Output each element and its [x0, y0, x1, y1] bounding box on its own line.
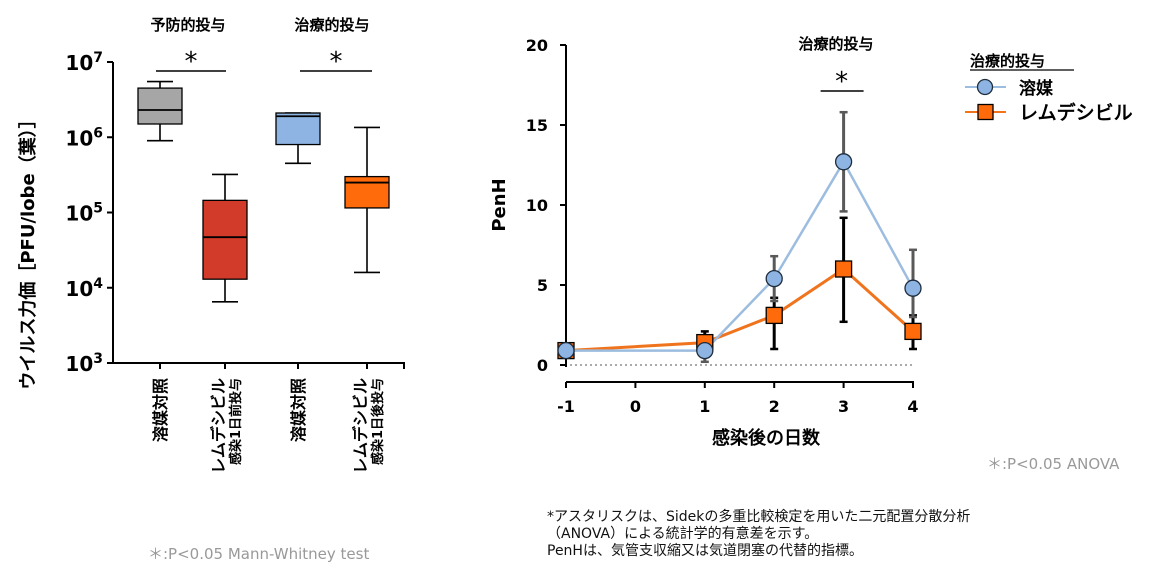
y-tick-label: 106	[65, 125, 103, 150]
group-title: 予防的投与	[150, 16, 225, 34]
data-point-vehicle	[696, 341, 714, 360]
x-tick-label: 0	[630, 397, 641, 416]
data-point-remdesivir	[904, 322, 922, 341]
box-iqr	[275, 112, 321, 146]
y-tick-label: 10	[526, 196, 548, 215]
x-category-label: 感染1日前投与	[228, 378, 244, 465]
significance-mark: *	[185, 47, 198, 77]
y-axis-label: PenH	[489, 178, 510, 231]
x-tick-label: 2	[769, 397, 780, 416]
right-footnote: ＊:P<0.05 ANOVA	[987, 455, 1120, 473]
left-footnote: ＊:P<0.05 Mann-Whitney test	[148, 545, 370, 563]
note-line: PenHは、気管支収縮又は気道閉塞の代替的指標。	[547, 543, 863, 559]
x-category-label: レムデシビル	[209, 378, 228, 474]
x-tick-label: -1	[557, 397, 575, 416]
x-tick-label: 4	[907, 397, 918, 416]
x-category-label: レムデシビル	[351, 378, 370, 474]
significance-mark: *	[330, 47, 343, 77]
x-category-label: 感染1日後投与	[370, 378, 386, 465]
y-tick-label: 20	[526, 36, 548, 55]
legend-label: 溶媒	[1019, 78, 1054, 99]
x-axis-label: 感染後の日数	[712, 427, 821, 449]
box-iqr	[344, 175, 390, 209]
data-point-vehicle	[834, 153, 853, 171]
box-iqr	[137, 87, 183, 125]
note-line: *アスタリスクは、Sidekの多重比較検定を用いた二元配置分散分析	[547, 509, 971, 525]
significance-mark: *	[835, 67, 848, 97]
x-category-label: 溶媒対照	[151, 378, 170, 442]
y-axis-label: ウイルス力価［PFU/lobe（葉）］	[17, 110, 39, 389]
line-chart: 治療的投与 PenH 感染後の日数 0 5 10 15 20 -1 0 1 2 3 4 * 治療的…	[489, 35, 1133, 449]
box-4	[344, 126, 390, 274]
y-tick-label: 5	[537, 276, 548, 295]
series-line-remdesivir	[565, 267, 915, 353]
legend-label: レムデシビル	[1019, 101, 1133, 124]
y-tick-label: 15	[526, 116, 548, 135]
y-tick-label: 105	[65, 201, 103, 226]
box-3	[275, 112, 321, 165]
data-point-vehicle	[904, 279, 922, 297]
y-tick-label: 103	[65, 351, 103, 376]
data-point-remdesivir	[834, 260, 853, 278]
x-tick-label: 3	[838, 397, 849, 416]
data-point-remdesivir	[765, 306, 783, 325]
box-1	[137, 80, 183, 142]
y-tick-label: 107	[65, 50, 103, 75]
data-point-vehicle	[557, 341, 575, 360]
method-note: *アスタリスクは、Sidekの多重比較検定を用いた二元配置分散分析 （ANOVA…	[547, 509, 970, 560]
boxplot-chart: ウイルス力価［PFU/lobe（葉）］ 103 104 105 106 107 予防的投…	[17, 16, 405, 474]
legend-marker-circle	[976, 78, 994, 96]
legend-marker-square	[977, 103, 994, 121]
y-tick-label: 0	[537, 356, 548, 375]
box-2	[202, 173, 248, 303]
chart-title: 治療的投与	[798, 35, 873, 53]
box-iqr	[202, 199, 248, 280]
data-point-vehicle	[765, 269, 783, 288]
x-category-label: 溶媒対照	[289, 378, 308, 442]
series-line-vehicle	[566, 159, 915, 352]
note-line: （ANOVA）による統計学的有意差を示す。	[547, 526, 819, 542]
legend-title: 治療的投与	[970, 52, 1045, 70]
x-tick-label: 1	[699, 397, 710, 416]
group-title: 治療的投与	[294, 16, 369, 34]
y-tick-label: 104	[65, 276, 103, 301]
